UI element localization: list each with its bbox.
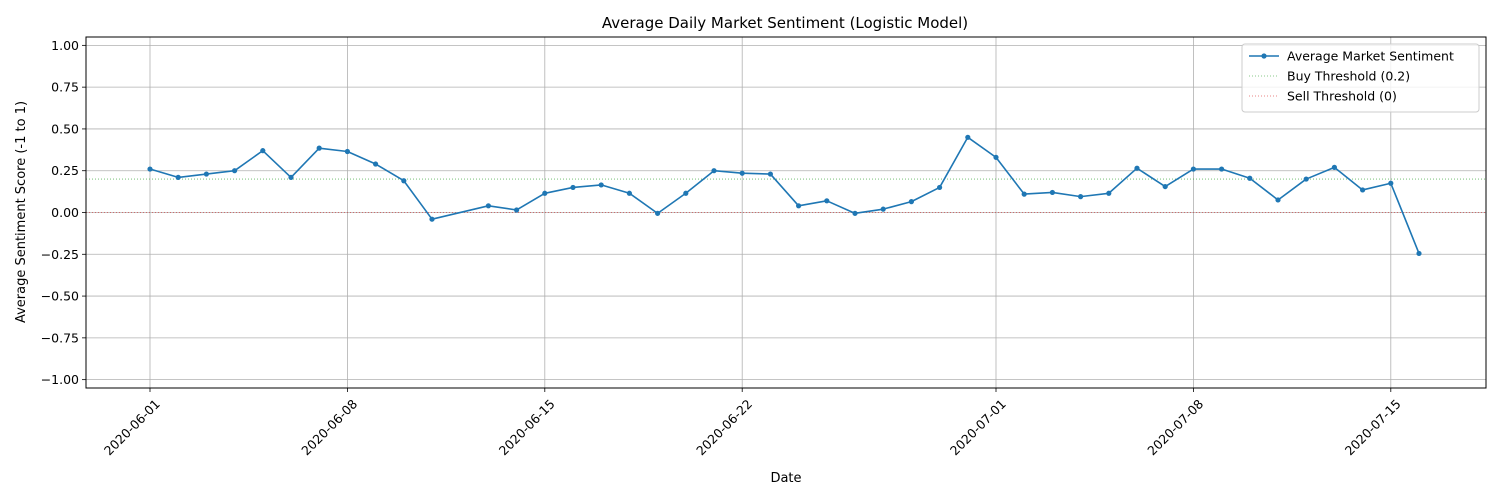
- data-point: [1049, 189, 1055, 196]
- chart-title: Average Daily Market Sentiment (Logistic…: [602, 14, 968, 32]
- data-point: [1275, 197, 1281, 203]
- y-tick-label: 0.25: [51, 163, 79, 178]
- x-axis: 2020-06-01 2020-06-08 2020-06-15 2020-06-22…: [101, 388, 1404, 458]
- data-point: [1021, 191, 1027, 197]
- legend: Average Market Sentiment Buy Threshold (0…: [1241, 43, 1480, 113]
- data-point: [1331, 164, 1337, 170]
- data-point: [401, 178, 407, 184]
- x-tick-label: 2020-07-08: [1144, 396, 1206, 458]
- data-point: [260, 148, 266, 154]
- y-axis-title: Average Sentiment Score (-1 to 1): [14, 101, 29, 323]
- data-point: [1134, 165, 1140, 171]
- legend-label: Sell Threshold (0): [1287, 89, 1397, 104]
- x-tick-label: 2020-06-22: [693, 396, 755, 458]
- data-point: [965, 134, 971, 140]
- x-axis-title: Date: [770, 471, 801, 486]
- y-tick-label: 0.50: [51, 121, 79, 136]
- y-tick-label: −0.75: [41, 330, 79, 345]
- data-point: [993, 154, 999, 160]
- y-tick-label: 0.00: [51, 205, 79, 220]
- y-tick-label: 0.75: [51, 80, 79, 95]
- y-tick-label: −0.25: [41, 247, 79, 262]
- data-point: [852, 210, 858, 216]
- data-point: [655, 210, 661, 216]
- data-point: [570, 184, 576, 191]
- data-point: [937, 184, 943, 191]
- data-point: [1303, 176, 1309, 182]
- data-point: [1162, 183, 1168, 190]
- legend-box: [1241, 43, 1480, 113]
- data-point: [1388, 180, 1394, 186]
- x-tick-label: 2020-06-01: [101, 396, 163, 458]
- data-point: [739, 170, 745, 176]
- data-point: [1416, 250, 1422, 257]
- data-point: [344, 148, 350, 155]
- data-point: [683, 190, 689, 196]
- data-point: [598, 182, 604, 188]
- data-point: [485, 203, 491, 209]
- threshold-lines: [86, 178, 1486, 213]
- data-point: [514, 207, 520, 213]
- x-tick-label: 2020-07-15: [1342, 396, 1404, 458]
- x-tick-label: 2020-07-01: [947, 396, 1009, 458]
- data-point: [203, 171, 209, 177]
- legend-swatch-marker: [1261, 53, 1267, 59]
- x-tick-label: 2020-06-15: [496, 396, 558, 458]
- data-point: [1247, 175, 1253, 181]
- series-layer: [147, 134, 1422, 257]
- y-axis: 1.00 0.75 0.50 0.25 0.00 −0.25 −0.50 −0.75 −1.00: [41, 38, 86, 387]
- data-point: [626, 190, 633, 196]
- data-point: [175, 174, 181, 180]
- data-point: [429, 216, 435, 222]
- data-point: [288, 174, 294, 180]
- y-tick-label: −1.00: [41, 372, 79, 387]
- data-point: [147, 166, 153, 172]
- y-tick-label: −0.50: [41, 289, 79, 304]
- data-point: [711, 168, 717, 174]
- data-point: [232, 168, 238, 174]
- series-line: [149, 136, 1420, 254]
- data-point: [1360, 187, 1366, 193]
- data-point: [316, 145, 322, 151]
- legend-label: Average Market Sentiment: [1287, 49, 1454, 64]
- data-point: [1078, 194, 1084, 200]
- data-point: [542, 190, 548, 196]
- y-tick-label: 1.00: [51, 38, 79, 53]
- data-point: [1106, 190, 1112, 196]
- x-tick-label: 2020-06-08: [298, 396, 360, 458]
- data-point: [796, 203, 802, 209]
- data-point: [767, 171, 774, 177]
- data-point: [373, 161, 379, 167]
- data-point: [824, 198, 830, 204]
- data-point: [880, 206, 886, 212]
- legend-label: Buy Threshold (0.2): [1287, 69, 1410, 84]
- data-point: [908, 199, 915, 205]
- data-point: [1190, 166, 1196, 172]
- data-point: [1219, 166, 1225, 172]
